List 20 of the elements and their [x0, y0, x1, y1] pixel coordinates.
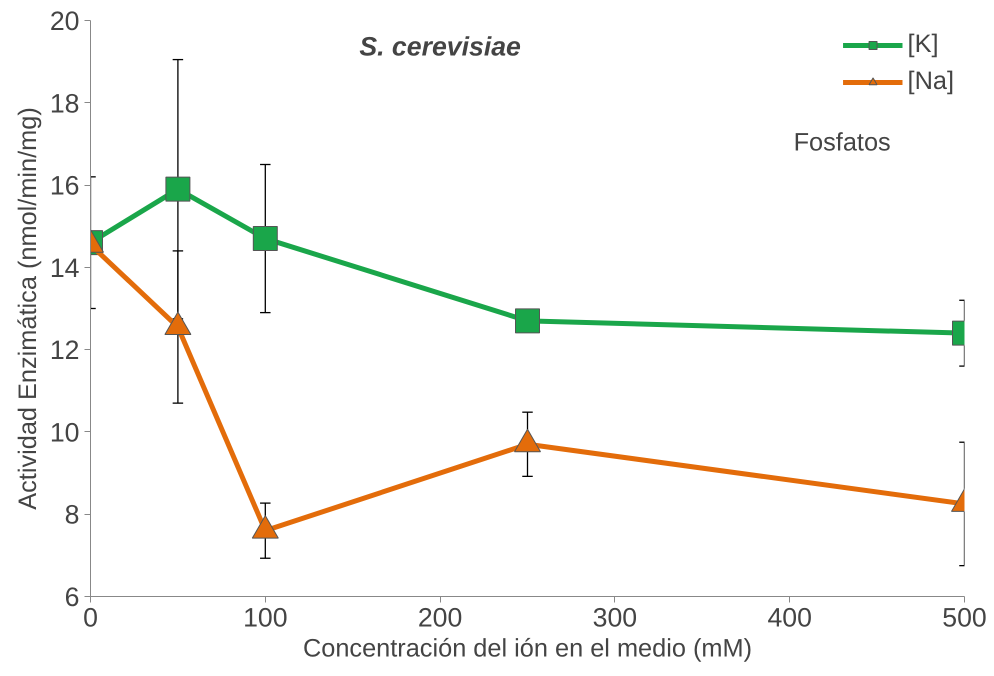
y-tick-label: 12: [50, 335, 80, 366]
x-axis-title: Concentración del ión en el medio (mM): [302, 634, 752, 662]
y-tick-label: 16: [50, 170, 80, 201]
y-axis-title: Actividad Enzimática (nmol/min/mg): [14, 107, 42, 510]
legend-label: [K]: [908, 30, 939, 59]
x-tick-label: 300: [592, 602, 638, 632]
x-tick-label: 200: [418, 602, 462, 632]
x-tick-label: 0: [83, 602, 98, 632]
y-tick-label: 8: [64, 500, 80, 530]
x-tick-label: 100: [243, 602, 288, 632]
annotation: Fosfatos: [794, 128, 891, 156]
legend-label: [Na]: [908, 67, 954, 96]
y-tick-label: 18: [50, 88, 80, 118]
chart-title: S. cerevisiae: [359, 32, 522, 62]
x-tick-label: 500: [942, 602, 987, 632]
y-tick-label: 14: [50, 252, 80, 283]
y-tick-label: 20: [50, 6, 80, 36]
y-tick-label: 10: [50, 417, 80, 448]
y-tick-label: 6: [64, 582, 80, 612]
x-tick-label: 400: [767, 602, 812, 632]
